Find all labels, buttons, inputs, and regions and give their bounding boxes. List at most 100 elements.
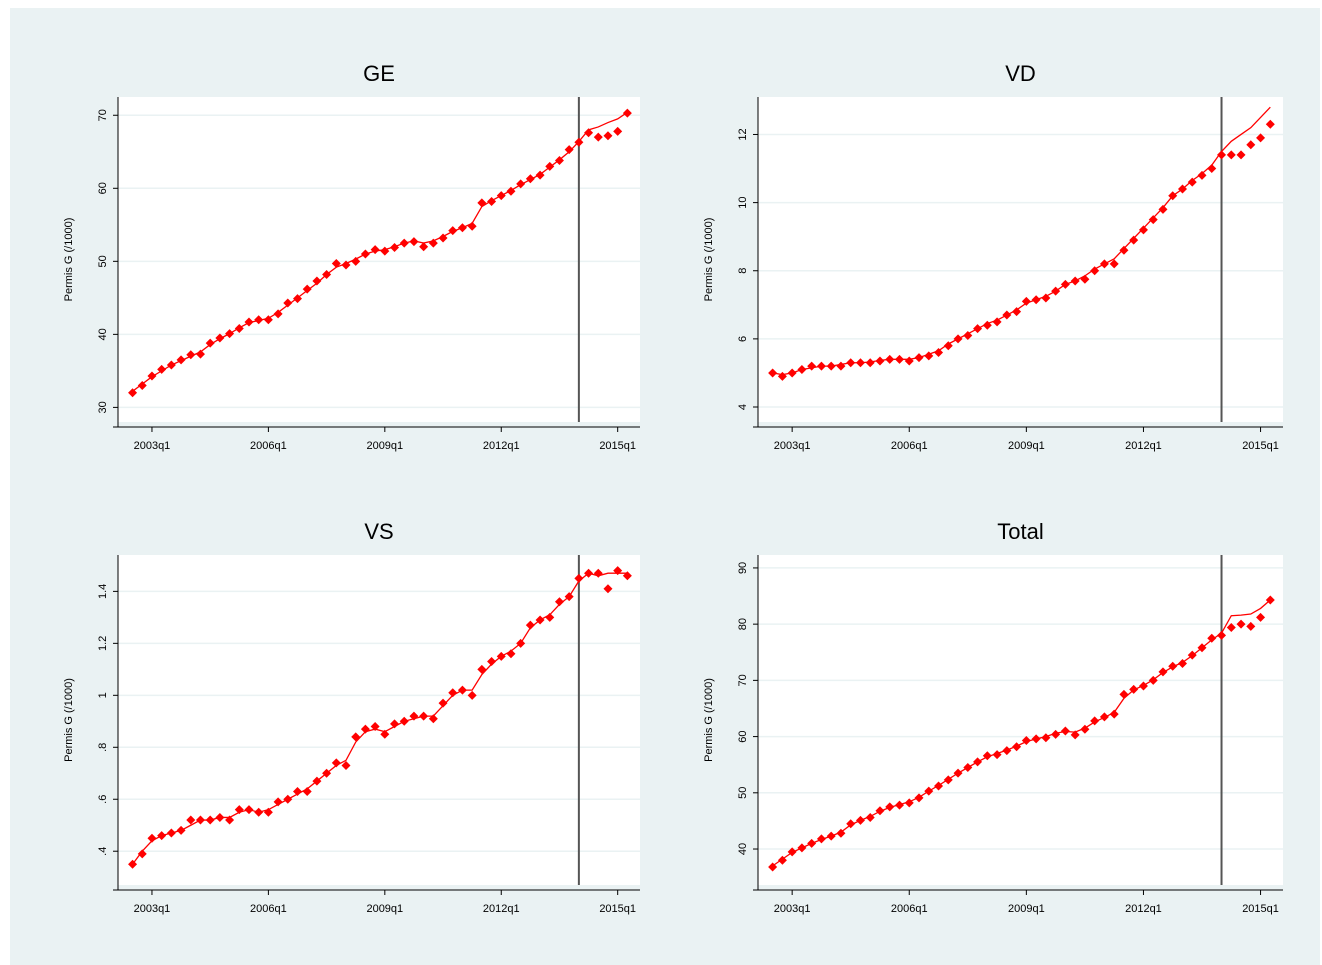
data-point	[390, 719, 400, 729]
data-point	[438, 698, 448, 708]
y-tick-label: 40	[737, 843, 749, 855]
y-tick-label: 1	[97, 692, 109, 698]
y-tick-label: 70	[97, 109, 109, 121]
plot-area	[118, 555, 640, 885]
y-tick-label: 50	[737, 787, 749, 799]
plot-area	[118, 97, 640, 422]
data-point	[554, 597, 564, 607]
y-tick-label: 8	[737, 268, 749, 274]
data-point	[1129, 235, 1139, 245]
data-point	[1246, 140, 1256, 150]
y-tick-label: 40	[97, 328, 109, 340]
data-point	[283, 298, 293, 308]
data-point	[593, 132, 603, 142]
data-point	[1021, 296, 1031, 306]
data-point	[1236, 619, 1246, 629]
data-point	[467, 690, 477, 700]
data-point	[1070, 730, 1080, 740]
data-point	[1119, 245, 1129, 255]
x-tick-label: 2015q1	[599, 440, 636, 452]
y-tick-label: 4	[737, 404, 749, 410]
data-point	[1226, 150, 1236, 160]
data-point	[137, 380, 147, 390]
x-tick-label: 2012q1	[1125, 903, 1162, 915]
y-axis-title: Permis G (/1000)	[63, 218, 75, 302]
data-point	[302, 786, 312, 796]
fitted-line	[772, 106, 1271, 376]
x-tick-label: 2015q1	[1242, 440, 1279, 452]
x-tick-label: 2012q1	[1125, 440, 1162, 452]
y-tick-label: 70	[737, 674, 749, 686]
x-tick-label: 2009q1	[1008, 903, 1045, 915]
data-point	[370, 721, 380, 731]
x-tick-label: 2006q1	[891, 440, 928, 452]
data-point	[1217, 150, 1227, 160]
fitted-line	[772, 599, 1271, 867]
data-point	[613, 126, 623, 136]
data-point	[584, 128, 594, 138]
fitted-line	[132, 111, 628, 392]
y-tick-label: 10	[737, 196, 749, 208]
data-point	[1217, 630, 1227, 640]
x-tick-label: 2012q1	[483, 903, 520, 915]
y-axis-title: Permis G (/1000)	[703, 678, 715, 762]
x-tick-label: 2015q1	[599, 903, 636, 915]
y-tick-label: 90	[737, 562, 749, 574]
data-point	[1158, 204, 1168, 214]
data-point	[331, 758, 341, 768]
x-tick-label: 2009q1	[366, 440, 403, 452]
data-point	[1197, 170, 1207, 180]
data-point	[487, 657, 497, 667]
data-point	[205, 338, 215, 348]
data-point	[128, 388, 138, 398]
x-tick-label: 2012q1	[483, 440, 520, 452]
data-point	[312, 276, 322, 286]
data-point	[380, 729, 390, 739]
y-tick-label: 12	[737, 128, 749, 140]
y-tick-label: 60	[737, 730, 749, 742]
x-tick-label: 2015q1	[1242, 903, 1279, 915]
data-point	[302, 284, 312, 294]
y-tick-label: .8	[97, 743, 109, 752]
y-tick-label: 50	[97, 255, 109, 267]
y-tick-label: 6	[737, 336, 749, 342]
x-tick-label: 2003q1	[774, 903, 811, 915]
data-point	[419, 242, 429, 252]
y-tick-label: 1.2	[97, 636, 109, 651]
y-tick-label: 30	[97, 401, 109, 413]
data-point	[1207, 633, 1217, 643]
data-point	[1109, 259, 1119, 269]
x-tick-label: 2009q1	[366, 903, 403, 915]
x-tick-label: 2006q1	[250, 440, 287, 452]
data-point	[1226, 623, 1236, 633]
data-point	[865, 358, 875, 368]
y-axis-title: Permis G (/1000)	[703, 218, 715, 302]
data-point	[409, 237, 419, 247]
data-point	[147, 833, 157, 843]
x-tick-label: 2003q1	[134, 440, 171, 452]
data-point	[1109, 709, 1119, 719]
data-point	[934, 348, 944, 358]
data-point	[1148, 215, 1158, 225]
data-point	[1246, 621, 1256, 631]
data-point	[574, 573, 584, 583]
data-point	[603, 131, 613, 141]
data-point	[875, 356, 885, 366]
y-tick-label: 1.4	[97, 584, 109, 599]
plot-area	[758, 97, 1283, 422]
fitted-line	[132, 572, 628, 865]
data-point	[1265, 119, 1275, 129]
data-point	[603, 584, 613, 594]
data-point	[292, 786, 302, 796]
data-point	[186, 815, 196, 825]
y-tick-label: 60	[97, 182, 109, 194]
data-point	[1236, 150, 1246, 160]
x-tick-label: 2006q1	[250, 903, 287, 915]
data-point	[273, 797, 283, 807]
data-point	[545, 612, 555, 622]
data-point	[1256, 612, 1266, 622]
data-point	[351, 256, 361, 266]
data-point	[506, 649, 516, 659]
data-point	[768, 368, 778, 378]
x-tick-label: 2006q1	[891, 903, 928, 915]
